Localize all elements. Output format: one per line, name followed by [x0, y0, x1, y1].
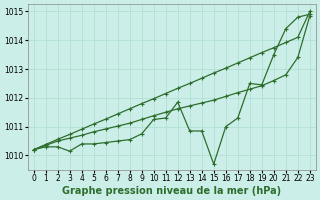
X-axis label: Graphe pression niveau de la mer (hPa): Graphe pression niveau de la mer (hPa): [62, 186, 281, 196]
